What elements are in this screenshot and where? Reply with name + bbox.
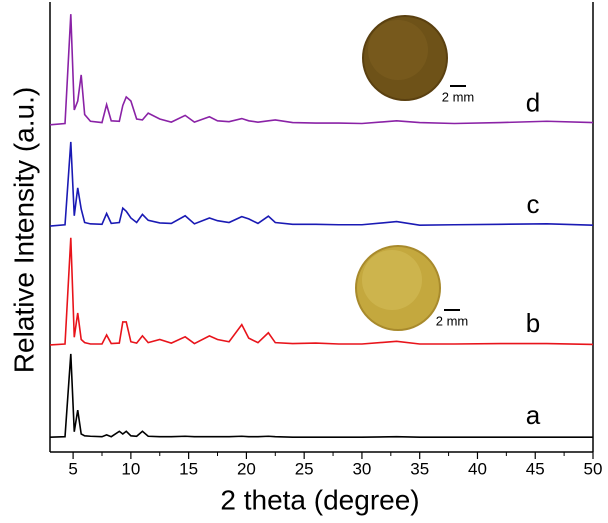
series-label: b [526,308,540,338]
pellet-shade [362,250,422,310]
x-tick-label: 30 [352,459,371,478]
scale-label: 2 mm [442,89,475,104]
x-tick-label: 45 [526,459,545,478]
y-axis-label: Relative Intensity (a.u.) [8,87,39,373]
pattern-line [49,14,594,126]
x-tick-label: 15 [179,459,198,478]
series-label: a [526,400,541,430]
x-tick-label: 35 [410,459,429,478]
series-label: d [526,88,540,118]
x-tick-label: 25 [295,459,314,478]
pattern-line [49,353,593,438]
series-label: c [527,189,540,219]
x-axis-label: 2 theta (degree) [220,484,419,515]
inset-d: 2 mm [362,15,475,104]
x-tick-label: 10 [121,459,140,478]
x-tick-label: 5 [68,459,77,478]
pattern-line [49,141,594,227]
x-tick-label: 40 [468,459,487,478]
pellet-shade [368,20,428,80]
x-tick-label: 20 [237,459,256,478]
inset-b: 2 mm [355,245,469,331]
scale-label: 2 mm [436,313,469,328]
x-tick-label: 50 [584,459,603,478]
pattern-line [49,237,594,346]
